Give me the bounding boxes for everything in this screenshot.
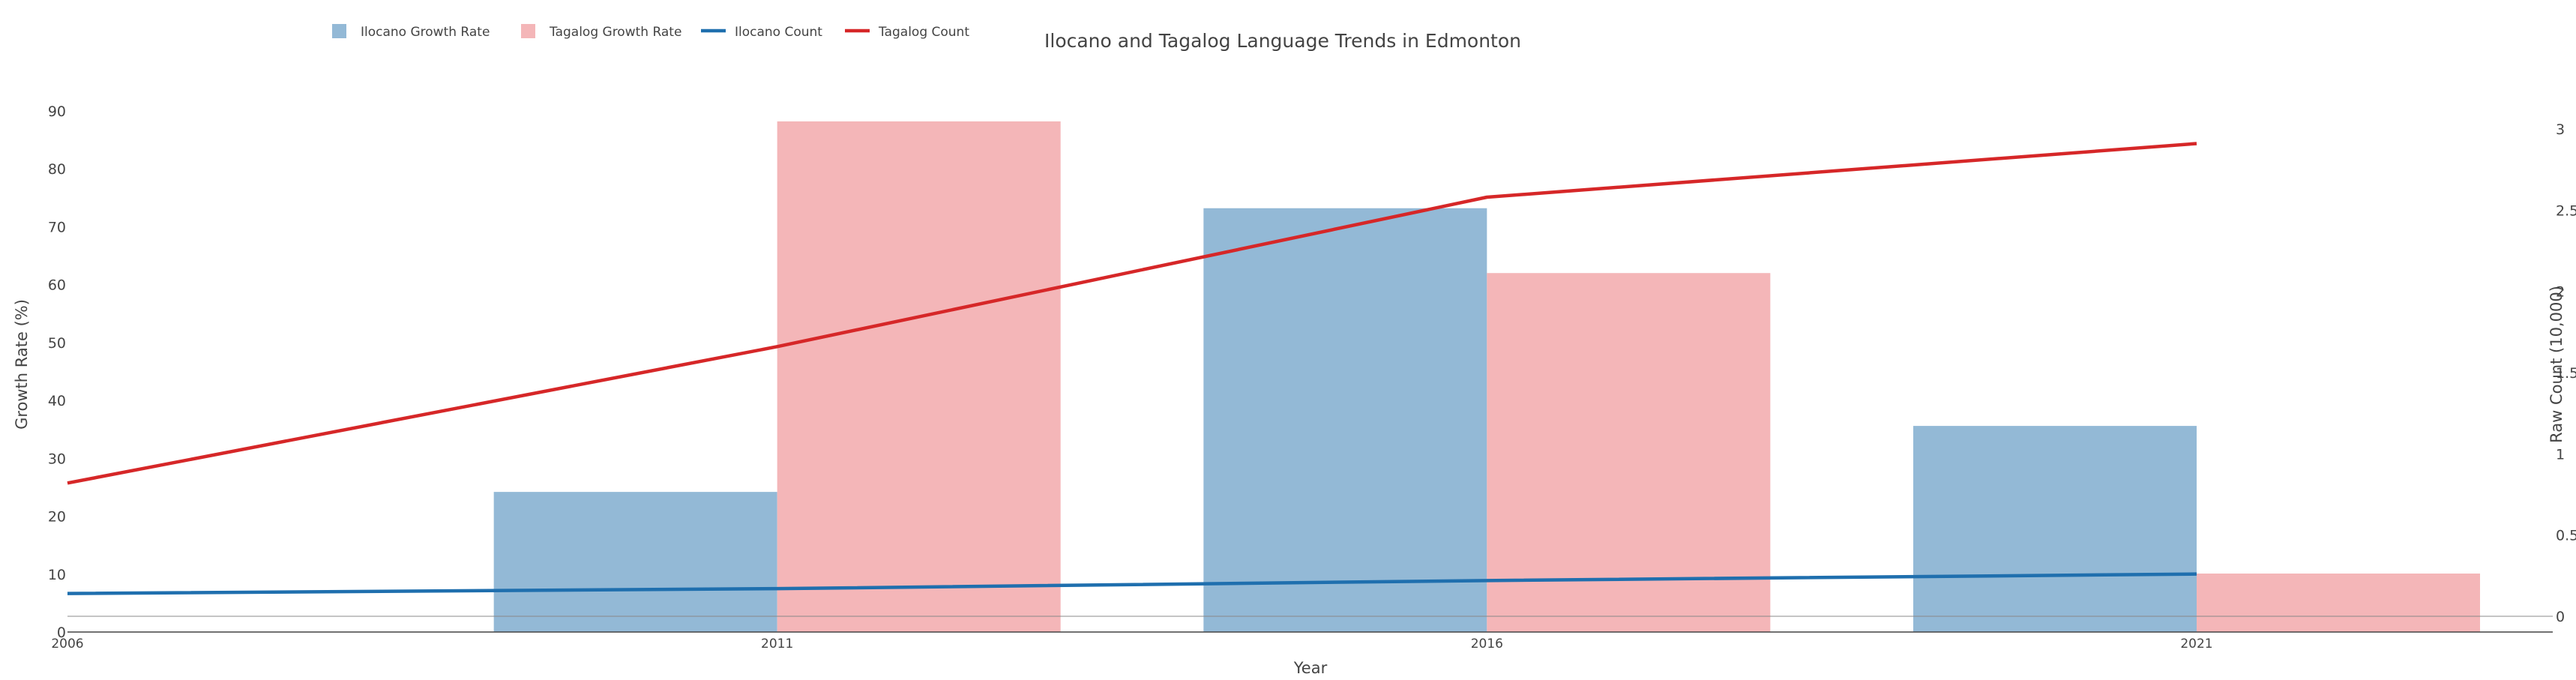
x-tick-label: 2021 <box>2180 637 2212 652</box>
y-right-tick-label: 2 <box>2556 284 2565 301</box>
bar-ilocano-growth-rate-2011 <box>493 492 777 632</box>
legend-label: Tagalog Growth Rate <box>549 25 681 40</box>
x-axis-label: Year <box>1293 659 1328 677</box>
right-axis-ticks: 0 0.5 1 1.5 2 2.5 3 <box>2556 121 2576 625</box>
y-right-tick-label: 0.5 <box>2556 528 2576 544</box>
y-left-tick-label: 40 <box>48 393 66 409</box>
x-tick-label: 2016 <box>1471 637 1503 652</box>
legend-swatch <box>332 24 346 38</box>
bar-tagalog-growth-rate-2021 <box>2197 574 2480 632</box>
bar-ilocano-growth-rate-2021 <box>1913 426 2197 632</box>
y-right-tick-label: 2.5 <box>2556 202 2576 219</box>
bar-tagalog-growth-rate-2011 <box>777 121 1061 632</box>
chart-title: Ilocano and Tagalog Language Trends in E… <box>1044 30 1521 52</box>
y-left-tick-label: 20 <box>48 509 66 526</box>
legend-item-ilocano-growth-rate[interactable]: Ilocano Growth Rate <box>332 24 490 40</box>
legend: Ilocano Growth Rate Tagalog Growth Rate Il… <box>332 24 969 40</box>
x-tick-label: 2011 <box>761 637 793 652</box>
bars-layer <box>493 121 2480 632</box>
line-ilocano-count <box>67 572 2197 595</box>
legend-label: Ilocano Growth Rate <box>361 25 490 40</box>
legend-item-tagalog-growth-rate[interactable]: Tagalog Growth Rate <box>521 24 681 40</box>
x-axis-ticks: 2006 2011 2016 2021 <box>51 637 2212 652</box>
y-right-tick-label: 0 <box>2556 609 2565 625</box>
y-left-tick-label: 10 <box>48 567 66 583</box>
legend-item-tagalog-count[interactable]: Tagalog Count <box>845 25 969 40</box>
x-tick-label: 2006 <box>51 637 83 652</box>
y-left-tick-label: 90 <box>48 103 66 120</box>
y-axis-right-label: Raw Count (10,000) <box>2548 286 2566 443</box>
y-right-tick-label: 3 <box>2556 121 2565 138</box>
y-left-tick-label: 50 <box>48 335 66 352</box>
y-axis-left-label: Growth Rate (%) <box>13 299 31 430</box>
left-axis-ticks: 0 10 20 30 40 50 60 70 80 90 <box>48 103 66 641</box>
legend-label: Tagalog Count <box>878 25 969 40</box>
y-right-tick-label: 1.5 <box>2556 365 2576 382</box>
legend-item-ilocano-count[interactable]: Ilocano Count <box>701 25 822 40</box>
y-left-tick-label: 60 <box>48 277 66 294</box>
legend-swatch <box>521 24 535 38</box>
legend-label: Ilocano Count <box>735 25 822 40</box>
lines-layer <box>67 142 2197 595</box>
line-tagalog-count <box>67 142 2197 485</box>
bar-ilocano-growth-rate-2016 <box>1203 208 1487 632</box>
y-left-tick-label: 0 <box>57 625 66 641</box>
y-left-tick-label: 30 <box>48 451 66 467</box>
y-left-tick-label: 70 <box>48 219 66 235</box>
bar-tagalog-growth-rate-2016 <box>1487 273 1771 632</box>
y-right-tick-label: 1 <box>2556 446 2565 463</box>
y-left-tick-label: 80 <box>48 161 66 178</box>
